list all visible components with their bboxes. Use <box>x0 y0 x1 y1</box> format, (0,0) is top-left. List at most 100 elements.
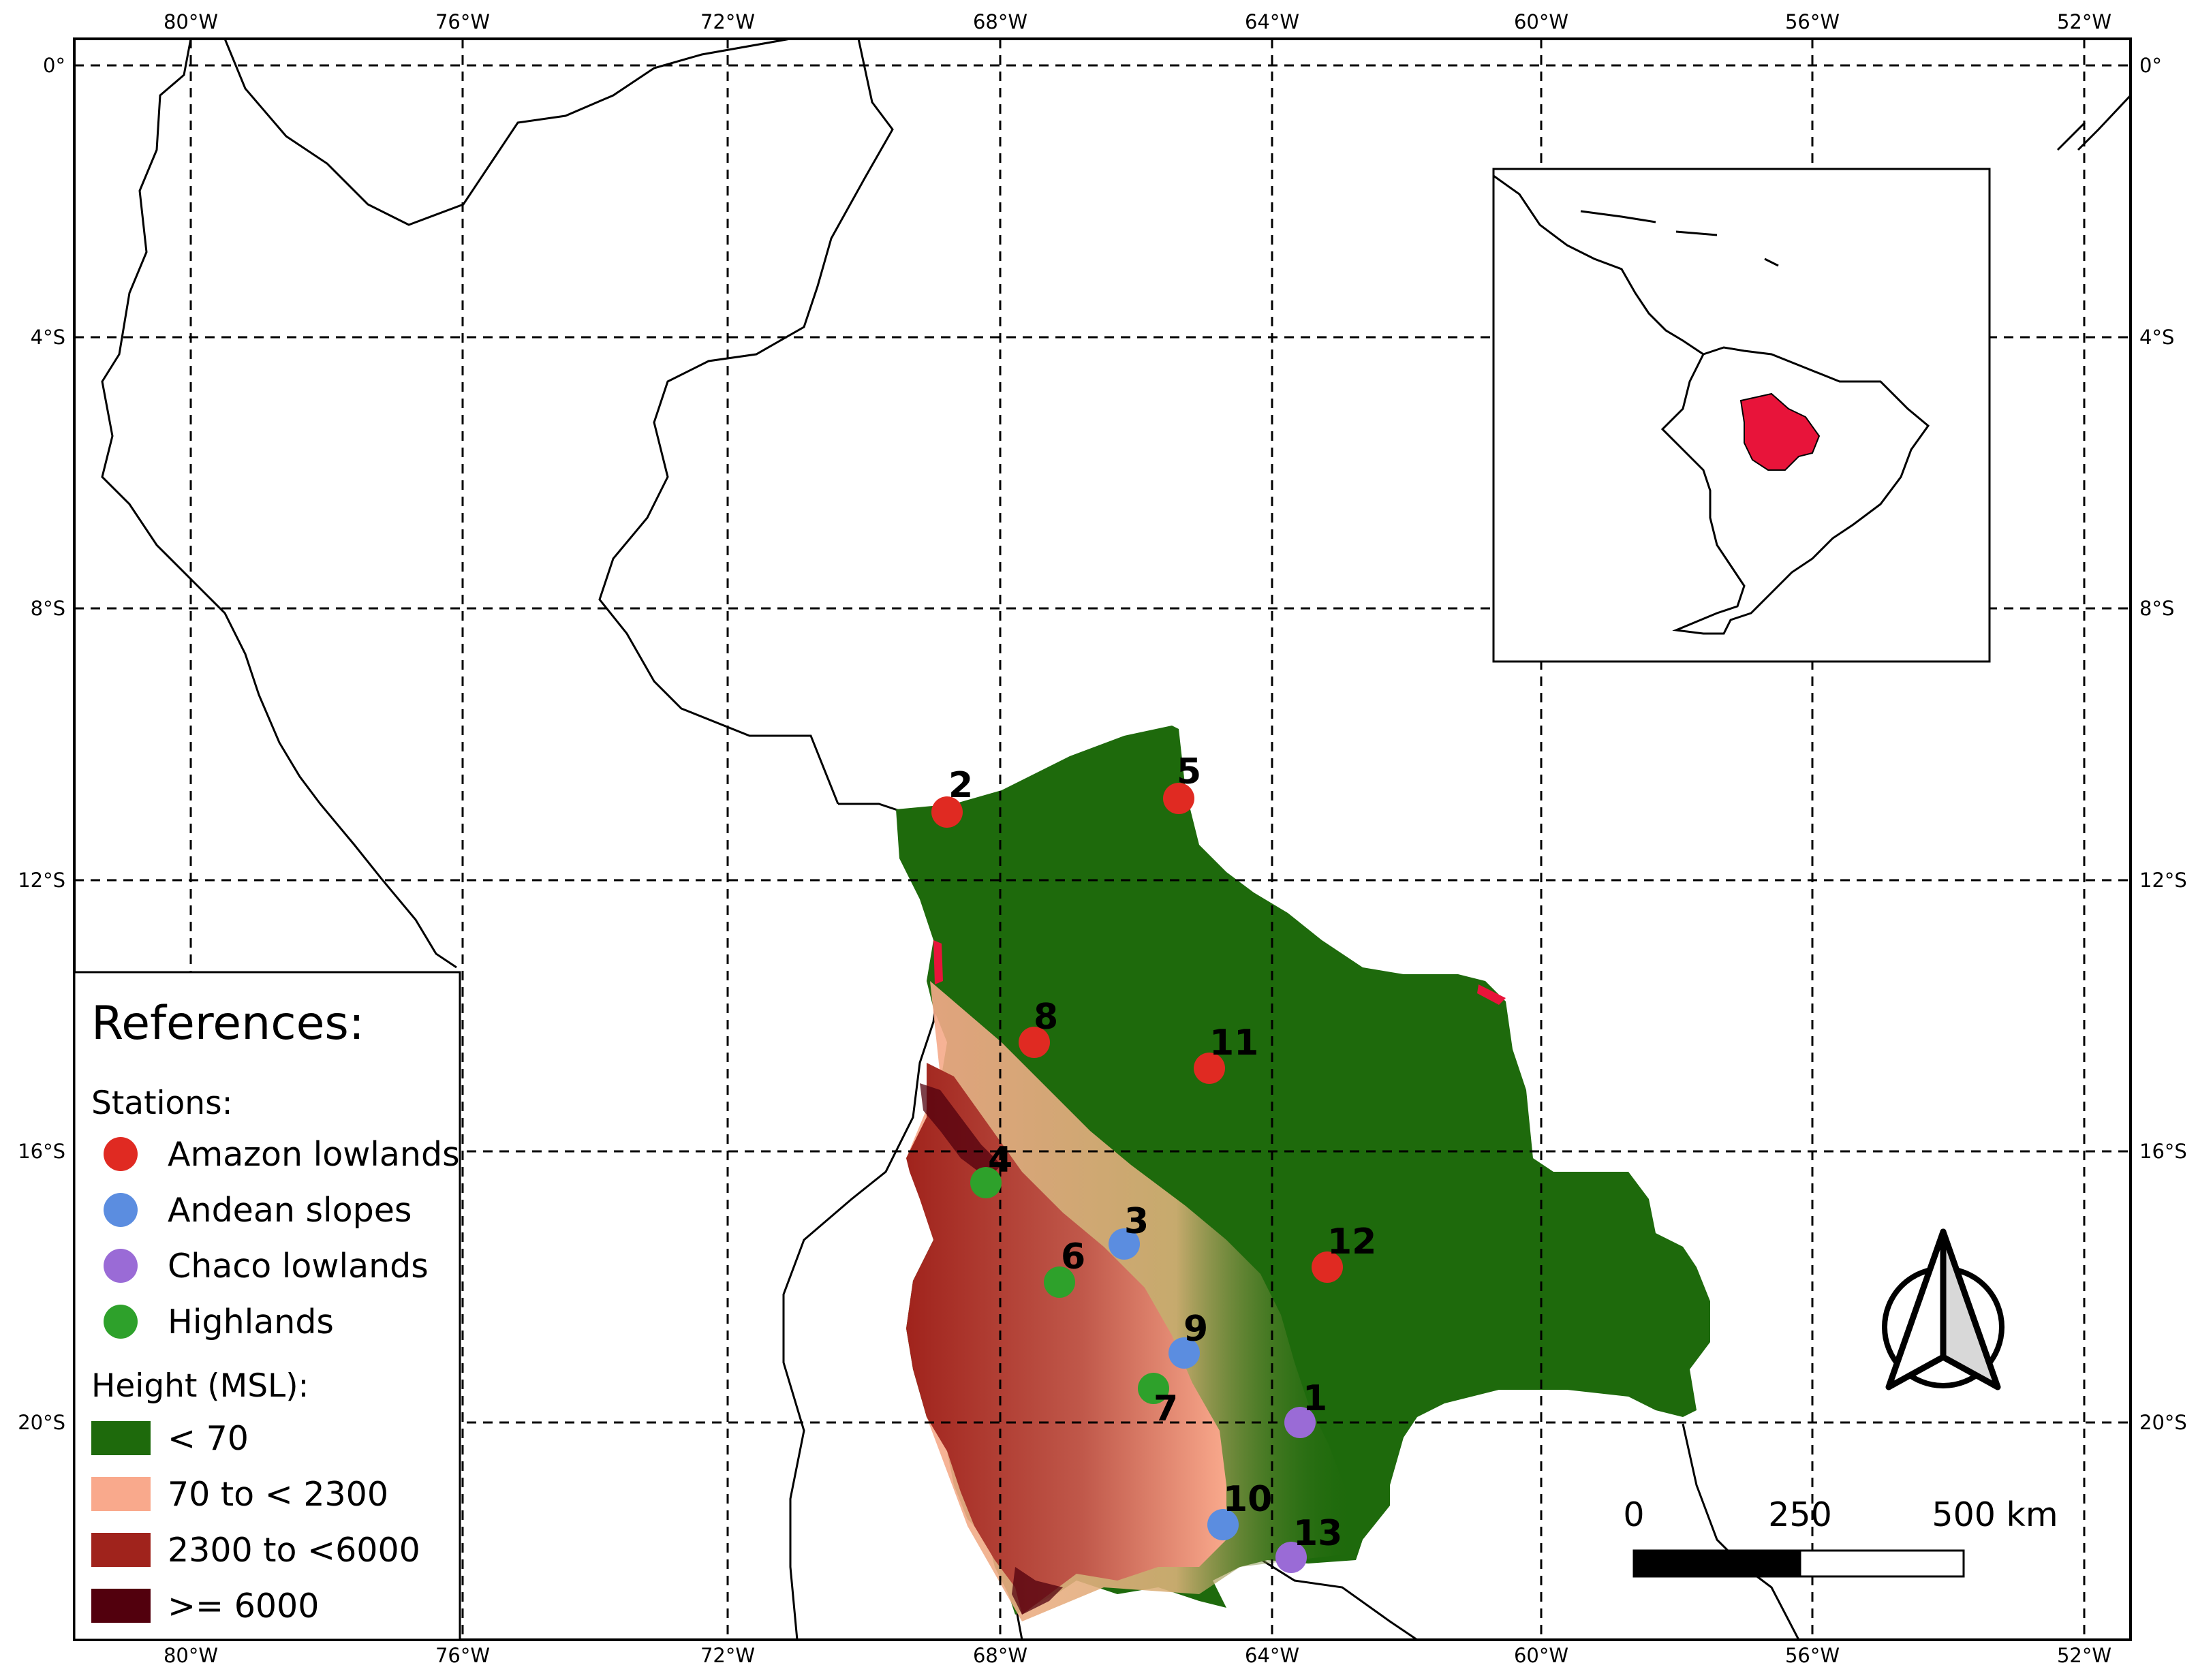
legend-andean-slopes-label: Andean slopes <box>168 1191 412 1230</box>
lat-ticks-right: 0° 4°S 8°S 12°S 16°S 20°S <box>2139 54 2187 1434</box>
legend-height-lt70-label: < 70 <box>168 1419 249 1458</box>
station-3-label: 3 <box>1124 1201 1149 1242</box>
legend-amazon-lowlands-label: Amazon lowlands <box>168 1135 460 1174</box>
lat-tick-4s: 4°S <box>31 326 65 349</box>
lat-tick-0: 0° <box>43 54 65 77</box>
bolivia-highlands <box>906 1063 1226 1615</box>
station-6-label: 6 <box>1061 1236 1085 1277</box>
lat-ticks-left: 0° 4°S 8°S 12°S 16°S 20°S <box>18 54 65 1434</box>
station-7-marker[interactable] <box>1138 1373 1169 1404</box>
lat-tick-8s: 8°S <box>31 597 65 620</box>
lat-tick-16s: 16°S <box>18 1140 65 1163</box>
inset-americas <box>1493 174 1930 635</box>
legend-chaco-lowlands-icon <box>104 1249 138 1283</box>
station-2-marker[interactable] <box>931 796 963 828</box>
scale-label-250: 250 <box>1768 1495 1832 1534</box>
lat-tick-0-right: 0° <box>2139 54 2162 77</box>
lat-tick-20s: 20°S <box>18 1411 65 1434</box>
legend-highlands-label: Highlands <box>168 1303 334 1341</box>
station-13-marker[interactable] <box>1275 1542 1307 1573</box>
station-7-label: 7 <box>1154 1388 1178 1429</box>
legend-height-heading: Height (MSL): <box>91 1367 309 1405</box>
lat-tick-16s-right: 16°S <box>2139 1140 2187 1163</box>
lon-tick-60w-bottom: 60°W <box>1514 1644 1568 1667</box>
legend-box <box>73 971 461 1641</box>
station-9-label: 9 <box>1183 1309 1208 1350</box>
lon-tick-68w-bottom: 68°W <box>973 1644 1027 1667</box>
station-2-label: 2 <box>948 765 973 806</box>
inset-bolivia-highlight[interactable] <box>1739 392 1821 471</box>
legend-height-70-2300-swatch <box>91 1477 151 1511</box>
north-arrow-icon <box>1882 1228 2004 1390</box>
station-5-marker[interactable] <box>1163 783 1194 814</box>
lat-tick-8s-right: 8°S <box>2139 597 2174 620</box>
lon-tick-76w: 76°W <box>435 10 490 33</box>
lon-tick-56w: 56°W <box>1785 10 1840 33</box>
lon-tick-60w: 60°W <box>1514 10 1568 33</box>
lon-tick-72w-bottom: 72°W <box>700 1644 755 1667</box>
station-8-marker[interactable] <box>1019 1027 1050 1058</box>
legend-height-ge6000-swatch <box>91 1589 151 1623</box>
scale-segment-black <box>1632 1549 1801 1578</box>
lon-tick-80w: 80°W <box>164 10 218 33</box>
station-9-marker[interactable] <box>1168 1337 1200 1369</box>
argentina-paraguay-border <box>1239 1545 1418 1640</box>
station-4-label: 4 <box>988 1140 1012 1181</box>
station-12-marker[interactable] <box>1312 1251 1343 1283</box>
station-5-label: 5 <box>1177 751 1201 792</box>
station-13-label: 13 <box>1293 1513 1342 1554</box>
inset-south-america <box>1660 346 1930 635</box>
peru-brazil-border <box>838 803 900 812</box>
station-11-label: 11 <box>1209 1023 1258 1063</box>
scale-segment-white <box>1799 1549 1965 1578</box>
lat-tick-12s-right: 12°S <box>2139 869 2187 892</box>
station-6-marker[interactable] <box>1044 1266 1075 1298</box>
legend-height-lt70-swatch <box>91 1421 151 1455</box>
lon-tick-68w: 68°W <box>973 10 1027 33</box>
legend-height-2300-6000-label: 2300 to <6000 <box>168 1531 420 1570</box>
lon-tick-80w-bottom: 80°W <box>164 1644 218 1667</box>
station-10-marker[interactable] <box>1207 1509 1239 1540</box>
lon-tick-76w-bottom: 76°W <box>435 1644 490 1667</box>
legend-height-2300-6000-swatch <box>91 1533 151 1567</box>
legend-height-70-2300-label: 70 to < 2300 <box>168 1475 388 1514</box>
lon-tick-52w-bottom: 52°W <box>2057 1644 2111 1667</box>
lon-tick-64w: 64°W <box>1245 10 1299 33</box>
station-11-marker[interactable] <box>1194 1053 1225 1084</box>
legend-height-ge6000-label: >= 6000 <box>168 1587 319 1625</box>
lon-ticks-top: 80°W 76°W 72°W 68°W 64°W 60°W 56°W 52°W <box>164 10 2111 33</box>
lon-tick-72w: 72°W <box>700 10 755 33</box>
station-10-label: 10 <box>1223 1479 1272 1520</box>
lon-tick-56w-bottom: 56°W <box>1785 1644 1840 1667</box>
north-arrow-right <box>1940 1228 2001 1390</box>
station-4-marker[interactable] <box>970 1167 1002 1198</box>
station-1-marker[interactable] <box>1284 1407 1316 1438</box>
station-8-label: 8 <box>1034 997 1058 1038</box>
legend-stations-heading: Stations: <box>91 1085 232 1122</box>
legend-highlands-icon <box>104 1305 138 1339</box>
inset-frame <box>1492 168 1991 663</box>
lat-tick-12s: 12°S <box>18 869 65 892</box>
peru-ecuador-border <box>223 39 791 226</box>
lon-tick-64w-bottom: 64°W <box>1245 1644 1299 1667</box>
lon-tick-52w: 52°W <box>2057 10 2111 33</box>
inset-map <box>1492 168 1991 663</box>
inset-caribbean <box>1580 210 1779 267</box>
scale-label-0: 0 <box>1623 1495 1644 1534</box>
lat-tick-4s-right: 4°S <box>2139 326 2174 349</box>
legend-chaco-lowlands-label: Chaco lowlands <box>168 1247 429 1286</box>
peru-coast-border <box>101 39 457 969</box>
lon-ticks-bottom: 80°W 76°W 72°W 68°W 64°W 60°W 56°W 52°W <box>164 1644 2111 1667</box>
bolivia-elevation <box>896 726 1710 1635</box>
station-3-marker[interactable] <box>1109 1228 1140 1260</box>
stations: 1 2 3 4 5 6 7 8 9 10 11 12 13 <box>931 751 1376 1573</box>
legend-title: References: <box>91 997 365 1051</box>
peru-colombia-border <box>598 39 894 805</box>
legend: References: Stations: Amazon lowlands An… <box>73 971 461 1641</box>
station-1-label: 1 <box>1303 1378 1327 1419</box>
scale-label-500: 500 km <box>1932 1495 2058 1534</box>
legend-andean-slopes-icon <box>104 1193 138 1227</box>
station-12-label: 12 <box>1327 1222 1376 1262</box>
inset-central-america <box>1493 174 1704 356</box>
lat-tick-20s-right: 20°S <box>2139 1411 2187 1434</box>
